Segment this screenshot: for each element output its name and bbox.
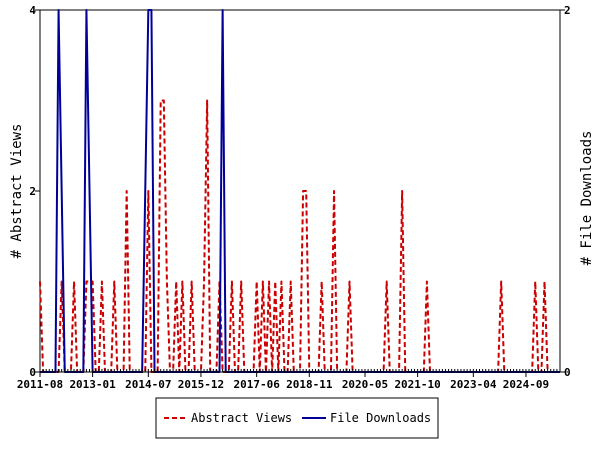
x-tick-label: 2023-04 [450,378,497,391]
y-left-tick-label: 2 [29,185,36,198]
y-right-tick-label: 2 [564,4,571,17]
x-tick-label: 2018-11 [286,378,333,391]
y-left-tick-label: 0 [29,366,36,379]
x-tick-label: 2011-08 [17,378,63,391]
x-tick-label: 2015-12 [178,378,224,391]
y-right-tick-label: 0 [564,366,571,379]
x-tick-label: 2021-10 [394,378,440,391]
x-tick-label: 2020-05 [342,378,388,391]
legend: Abstract Views File Downloads [155,397,439,439]
legend-label-file-downloads: File Downloads [330,411,431,425]
left-axis-title: # Abstract Views [9,124,25,259]
x-tick-label: 2017-06 [233,378,280,391]
x-tick-label: 2024-09 [503,378,549,391]
legend-box [155,397,439,439]
x-tick-label: 2013-01 [69,378,116,391]
right-axis-title: # File Downloads [579,131,595,266]
y-left-tick-label: 4 [29,4,36,17]
x-tick-label: 2014-07 [125,378,171,391]
axis-layer: 2011-08 2013-01 2014-07 2015-12 2017-06 2018-… [17,4,571,391]
legend-label-abstract-views: Abstract Views [191,411,292,425]
